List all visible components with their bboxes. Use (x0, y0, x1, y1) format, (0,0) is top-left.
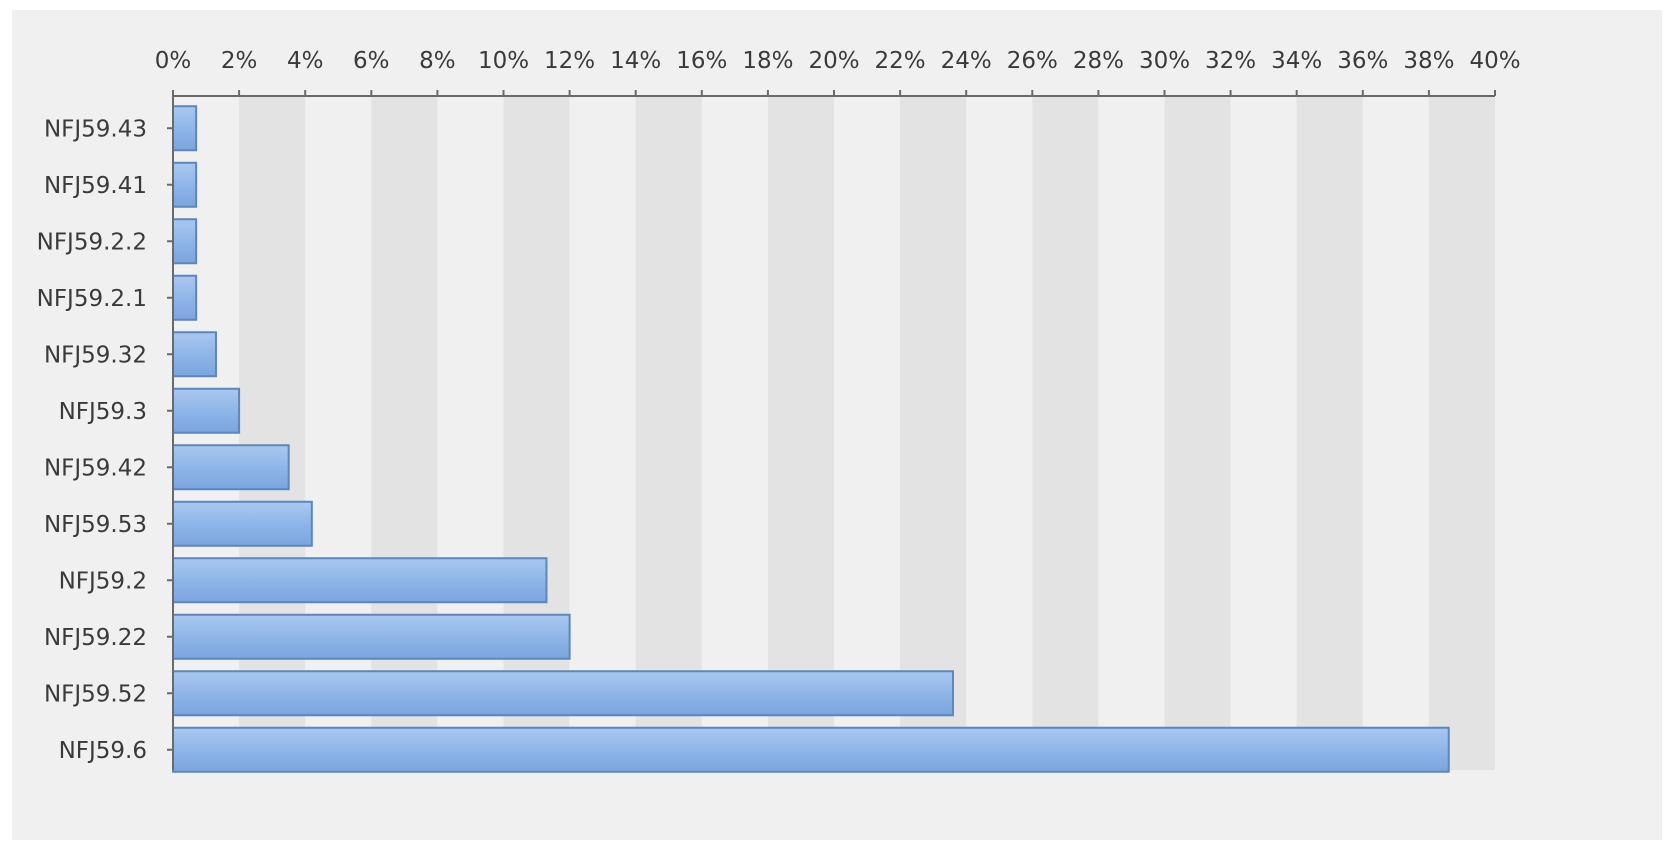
bars (172, 105, 1450, 773)
bar-nfj59-52 (172, 670, 954, 717)
grid-band (834, 96, 901, 770)
x-tick-label: 2% (221, 48, 258, 74)
category-label: NFJ59.52 (44, 681, 147, 707)
grid-band (1098, 96, 1165, 770)
bar-nfj59-2 (172, 557, 548, 604)
x-tick-label: 22% (875, 48, 926, 74)
bar-nfj59-2-2 (172, 218, 198, 265)
bar-nfj59-42 (172, 444, 290, 491)
category-label: NFJ59.41 (44, 173, 147, 199)
category-label: NFJ59.22 (44, 625, 147, 651)
x-tick-labels: 0% 2% 4% 6% 8% 10% 12% 14% 16% 18% 20% 22% 24% 26% 28%… (155, 48, 1521, 96)
x-tick-label: 32% (1205, 48, 1256, 74)
grid-band (701, 96, 768, 770)
grid-band (1362, 96, 1429, 770)
bar-nfj59-32 (172, 331, 217, 378)
category-label: NFJ59.43 (44, 116, 147, 142)
bar-nfj59-43 (172, 105, 198, 152)
grid-band (635, 96, 702, 770)
x-tick-label: 16% (676, 48, 727, 74)
category-label: NFJ59.6 (59, 738, 147, 764)
grid-band (239, 96, 306, 770)
x-tick-label: 30% (1139, 48, 1190, 74)
category-label: NFJ59.53 (44, 512, 147, 538)
bar-nfj59-6 (172, 726, 1450, 773)
x-tick-label: 4% (287, 48, 324, 74)
grid-band (1428, 96, 1495, 770)
category-label: NFJ59.2.1 (37, 286, 147, 312)
grid-band (900, 96, 967, 770)
grid-band (1164, 96, 1231, 770)
bar-nfj59-22 (172, 613, 571, 660)
grid-band (305, 96, 372, 770)
x-tick-label: 0% (155, 48, 192, 74)
x-tick-label: 6% (353, 48, 390, 74)
x-tick-label: 34% (1271, 48, 1322, 74)
bar-nfj59-3 (172, 387, 241, 434)
grid-band (1032, 96, 1099, 770)
category-label: NFJ59.32 (44, 342, 147, 368)
x-tick-label: 28% (1073, 48, 1124, 74)
x-tick-label: 12% (544, 48, 595, 74)
grid-band (1230, 96, 1297, 770)
grid-band (569, 96, 636, 770)
x-tick-label: 40% (1469, 48, 1520, 74)
grid-band (966, 96, 1033, 770)
grid-band (767, 96, 834, 770)
grid-band (503, 96, 570, 770)
bar-nfj59-41 (172, 161, 198, 208)
bar-nfj59-53 (172, 500, 313, 547)
x-tick-label: 36% (1337, 48, 1388, 74)
grid-bands (173, 96, 1495, 770)
x-tick-label: 20% (808, 48, 859, 74)
grid-band (371, 96, 438, 770)
grid-band (1296, 96, 1363, 770)
category-label: NFJ59.2.2 (37, 229, 147, 255)
category-label: NFJ59.2 (59, 568, 147, 594)
category-label: NFJ59.3 (59, 399, 147, 425)
grid-band (437, 96, 504, 770)
x-tick-label: 24% (941, 48, 992, 74)
x-tick-label: 38% (1403, 48, 1454, 74)
x-tick-label: 8% (419, 48, 456, 74)
category-label: NFJ59.42 (44, 455, 147, 481)
category-labels: NFJ59.43 NFJ59.41 NFJ59.2.2 NFJ59.2.1 NFJ59.… (37, 116, 173, 764)
x-tick-label: 14% (610, 48, 661, 74)
x-tick-label: 10% (478, 48, 529, 74)
x-tick-label: 26% (1007, 48, 1058, 74)
x-tick-label: 18% (742, 48, 793, 74)
bar-nfj59-2-1 (172, 274, 198, 321)
